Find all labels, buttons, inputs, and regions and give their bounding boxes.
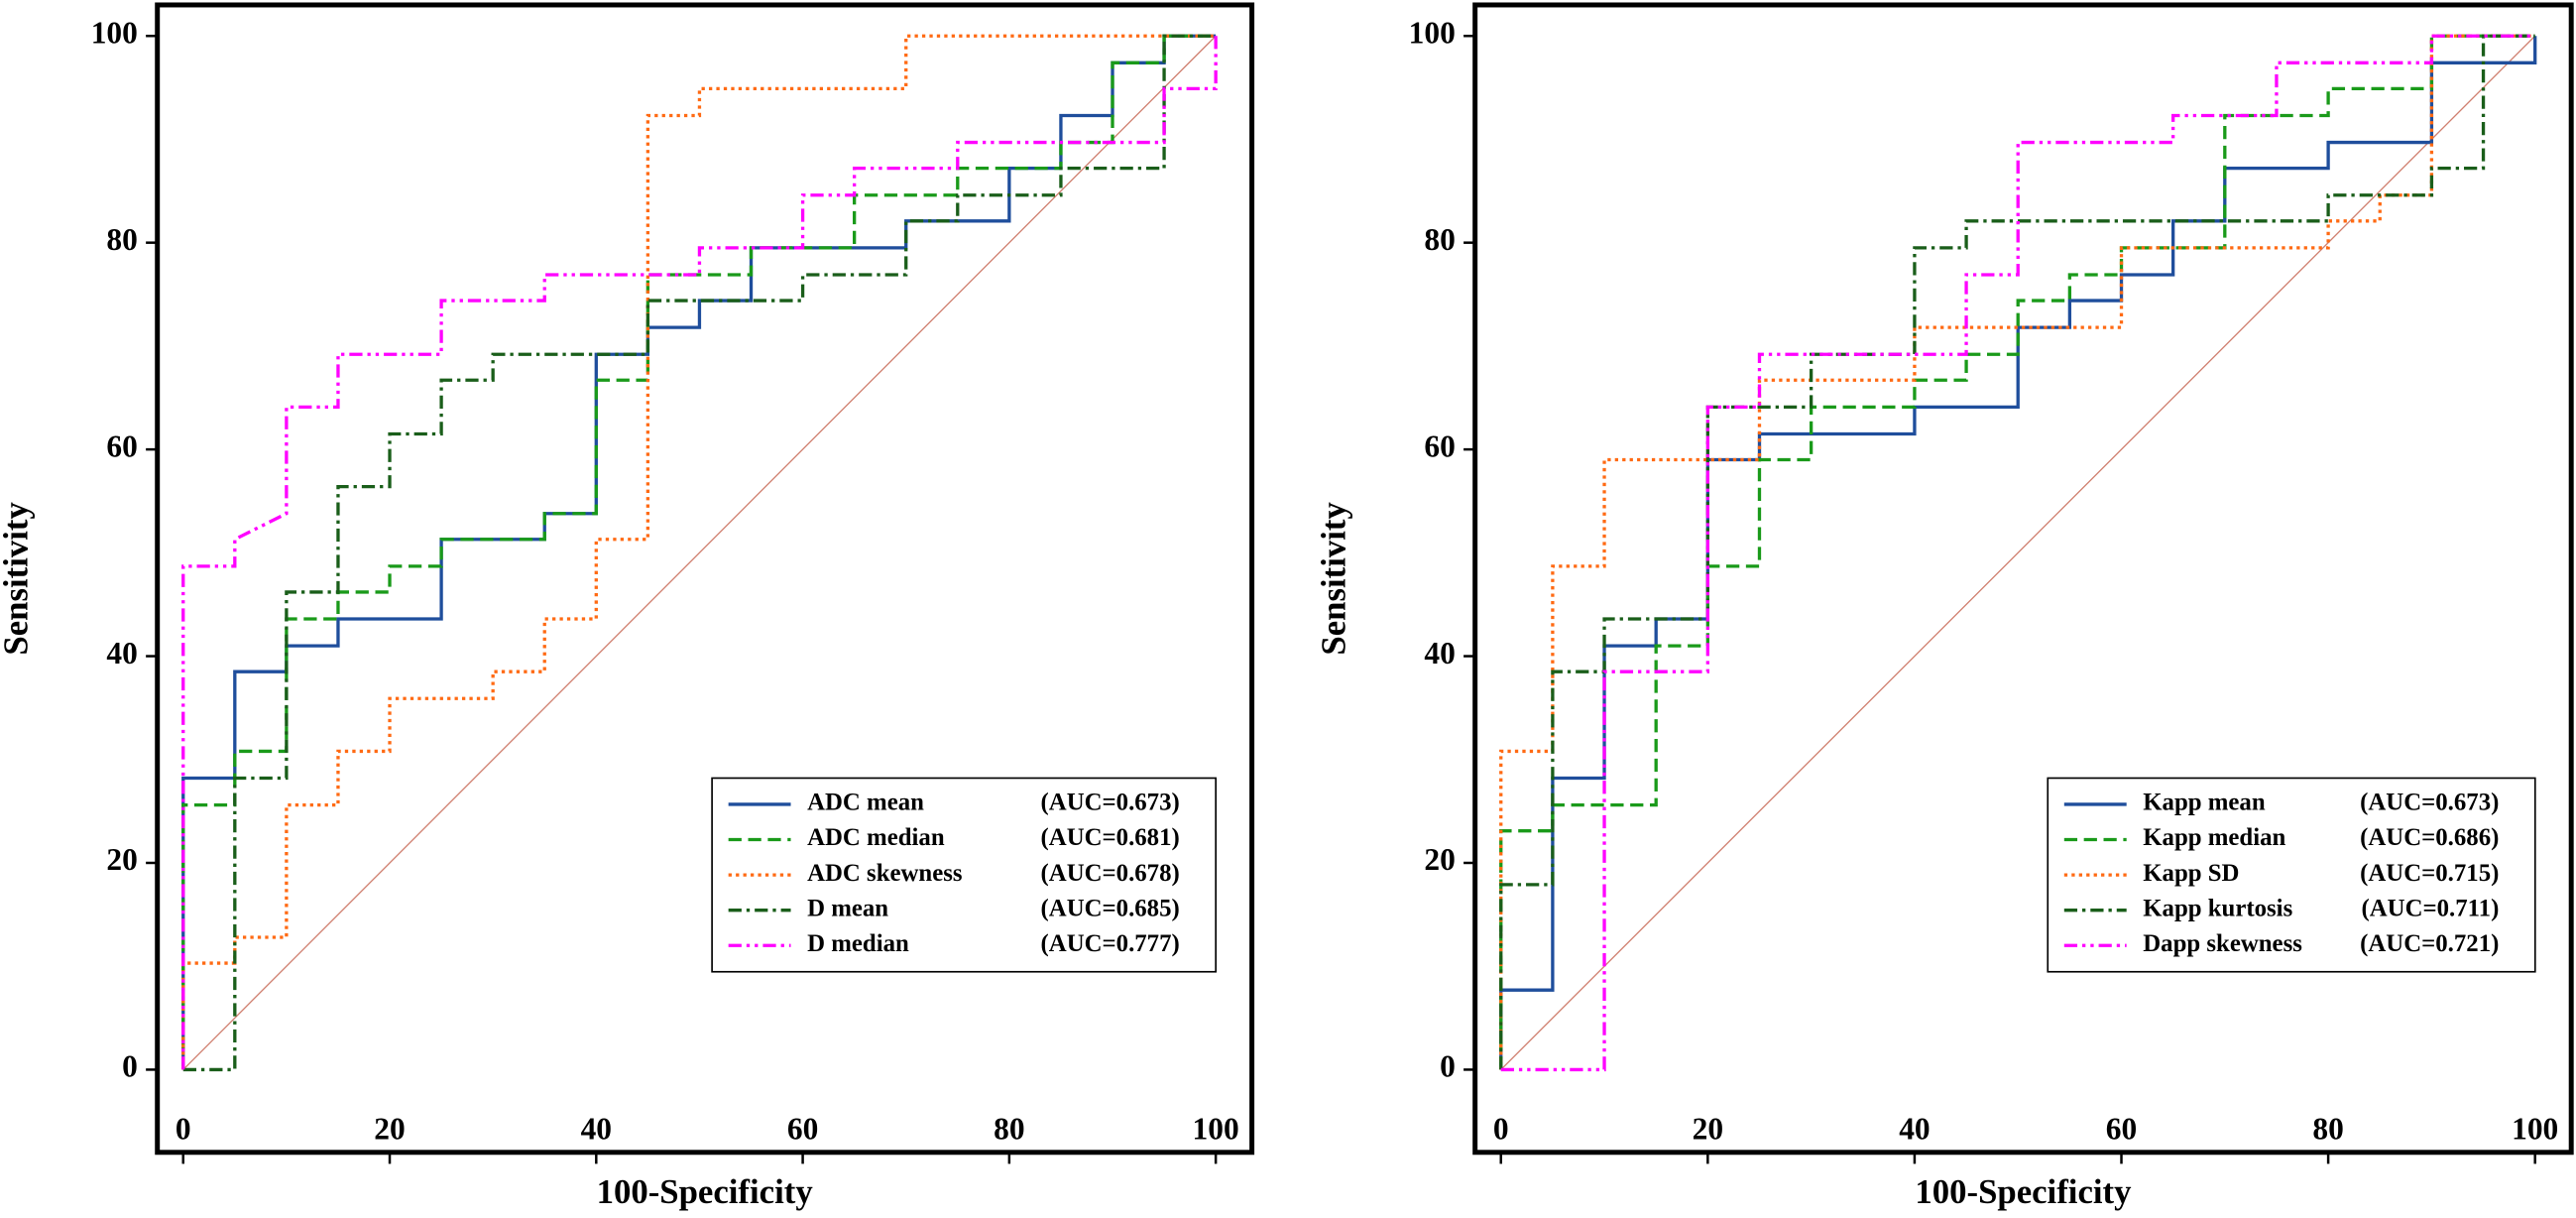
x-tick-label: 0: [176, 1112, 191, 1147]
x-tick-label: 80: [2312, 1112, 2343, 1147]
legend-name: D mean: [807, 895, 888, 921]
y-tick-label: 20: [1424, 842, 1455, 877]
y-tick-label: 60: [1424, 428, 1455, 463]
reference-line: [182, 35, 1217, 1070]
y-axis-label: Sensitivity: [1315, 502, 1353, 656]
x-tick-label: 40: [1899, 1112, 1930, 1147]
legend-name: ADC mean: [807, 790, 924, 816]
y-tick-label: 0: [122, 1049, 138, 1084]
y-tick-label: 60: [106, 428, 137, 463]
y-tick-label: 80: [106, 222, 137, 257]
legend-auc: (AUC=0.711): [2361, 895, 2499, 921]
legend-box: [2047, 777, 2536, 973]
legend-name: Kapp mean: [2143, 790, 2266, 816]
roc-line: [1499, 34, 2535, 1070]
legend: Kapp mean (AUC=0.673) Kapp median (AUC=0.68…: [2047, 777, 2536, 973]
legend-name: Dapp skewness: [2143, 930, 2302, 957]
roc-line: [181, 36, 1218, 1070]
legend-auc: (AUC=0.678): [1041, 860, 1180, 887]
x-tick-label: 100: [2512, 1112, 2558, 1147]
legend-name: ADC median: [807, 824, 945, 851]
y-axis-label: Sensitivity: [0, 502, 36, 656]
legend-auc: (AUC=0.715): [2360, 860, 2499, 887]
legend-auc: (AUC=0.681): [1041, 824, 1180, 851]
y-tick-label: 100: [91, 15, 138, 50]
legend-name: Kapp SD: [2143, 860, 2239, 887]
legend-auc: (AUC=0.685): [1041, 895, 1180, 921]
legend: ADC mean (AUC=0.673) ADC median (AUC=0.681)…: [711, 777, 1218, 973]
roc-line: [1500, 34, 2535, 1072]
legend-name: ADC skewness: [807, 860, 963, 887]
x-tick-label: 20: [1693, 1112, 1723, 1147]
y-tick-label: 40: [106, 636, 137, 670]
x-tick-label: 80: [994, 1112, 1024, 1147]
legend-auc: (AUC=0.721): [2360, 930, 2499, 957]
y-tick-label: 20: [106, 842, 137, 877]
x-tick-label: 0: [1493, 1112, 1509, 1147]
legend-name: D median: [807, 930, 909, 957]
legend-name: Kapp median: [2143, 824, 2285, 851]
x-tick-label: 100: [1193, 1112, 1239, 1147]
legend-auc: (AUC=0.777): [1041, 930, 1180, 957]
plot-frame: [155, 2, 1255, 1156]
legend-auc: (AUC=0.673): [2360, 790, 2499, 816]
x-axis-label: 100-Specificity: [597, 1172, 814, 1211]
legend-auc: (AUC=0.686): [2360, 824, 2499, 851]
reference-line: [1500, 35, 2536, 1070]
roc-line: [181, 34, 1217, 1070]
y-tick-label: 80: [1424, 222, 1455, 257]
legend-box: [711, 777, 1218, 973]
x-tick-label: 40: [581, 1112, 612, 1147]
legend-auc: (AUC=0.673): [1041, 790, 1180, 816]
roc-line: [1499, 34, 2535, 1070]
legend-name: Kapp kurtosis: [2143, 895, 2292, 921]
y-tick-label: 40: [1424, 636, 1455, 670]
x-tick-label: 60: [787, 1112, 818, 1147]
y-tick-label: 0: [1440, 1049, 1456, 1084]
x-tick-label: 20: [374, 1112, 405, 1147]
plot-frame: [1472, 2, 2574, 1156]
y-tick-label: 100: [1409, 15, 1456, 50]
x-tick-label: 60: [2106, 1112, 2137, 1147]
x-axis-label: 100-Specificity: [1915, 1172, 2132, 1211]
roc-line: [182, 34, 1217, 1072]
